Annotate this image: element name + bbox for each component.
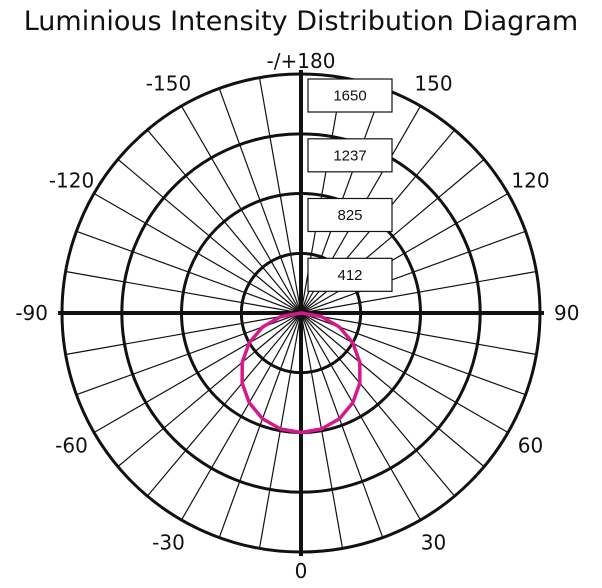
ring-label: 1650 — [333, 88, 366, 105]
ring-label-box — [307, 197, 393, 233]
ring-label: 1237 — [333, 147, 366, 164]
ring-label-box — [307, 78, 393, 113]
angle-label: 60 — [518, 434, 543, 458]
series-line — [240, 311, 362, 435]
ring-label: 825 — [337, 207, 362, 224]
angle-label: -/+180 — [267, 49, 336, 73]
angle-label: -120 — [49, 169, 94, 193]
ring-label-box — [307, 138, 393, 173]
angle-label: 0 — [295, 559, 308, 583]
ring-label: 412 — [337, 267, 362, 284]
angle-label: 120 — [511, 169, 549, 193]
angle-label: 150 — [414, 72, 452, 96]
angle-label: -150 — [146, 72, 191, 96]
angle-label: -60 — [55, 434, 88, 458]
chart-title: Luminious Intensity Distribution Diagram — [23, 6, 579, 37]
angle-label: 90 — [554, 301, 579, 325]
angle-label: -90 — [15, 301, 48, 325]
angle-label: -30 — [152, 530, 185, 554]
angle-label: 30 — [421, 530, 446, 554]
ring-label-box — [307, 257, 393, 292]
